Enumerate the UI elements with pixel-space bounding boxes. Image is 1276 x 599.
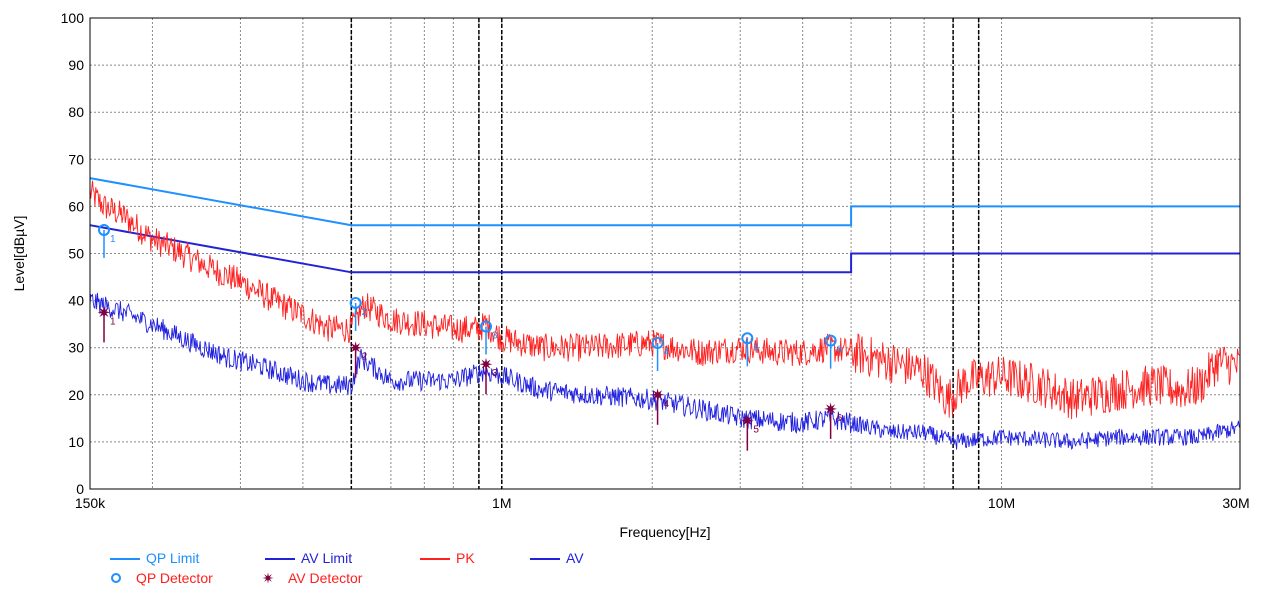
marker-label: 1 xyxy=(110,234,116,245)
legend-label: AV Limit xyxy=(301,550,352,566)
x-axis-title: Frequency[Hz] xyxy=(619,524,710,540)
qp-detector-marker xyxy=(824,334,837,347)
marker-label: 6 xyxy=(837,413,843,424)
legend-label: QP Limit xyxy=(146,550,200,566)
y-tick-label: 70 xyxy=(68,151,84,167)
y-tick-label: 50 xyxy=(68,246,84,262)
series-layer xyxy=(89,177,1241,450)
av-detector-marker xyxy=(651,388,665,402)
av-detector-marker xyxy=(479,357,493,371)
legend-label: PK xyxy=(456,550,475,566)
marker-label: 2 xyxy=(362,352,368,363)
y-tick-label: 30 xyxy=(68,340,84,356)
x-tick-label: 30M xyxy=(1222,495,1249,511)
y-tick-labels: 0 10 20 30 40 50 60 70 80 90 100 xyxy=(61,10,85,497)
markers-layer: 1 2 3 4 5 6 1 2 3 4 5 6 xyxy=(97,223,843,451)
qp-detector-marker xyxy=(651,336,664,349)
series-line-qp-limit xyxy=(89,177,1240,227)
legend: QP Limit AV Limit PK AV QP Detector AV Detect… xyxy=(110,550,584,586)
series-line-av-limit xyxy=(89,224,1240,274)
series-line-av xyxy=(89,292,1241,450)
y-tick-label: 0 xyxy=(76,481,84,497)
legend-label: AV xyxy=(566,550,584,566)
av-detector-marker xyxy=(824,402,838,416)
y-tick-label: 40 xyxy=(68,293,84,309)
marker-label: 4 xyxy=(664,399,670,410)
legend-swatch-qp-detector xyxy=(111,573,121,583)
legend-swatch-av-detector xyxy=(262,572,274,584)
y-tick-label: 80 xyxy=(68,104,84,120)
y-tick-label: 20 xyxy=(68,387,84,403)
x-tick-label: 1M xyxy=(492,495,511,511)
y-axis-title: Level[dBµV] xyxy=(11,216,27,292)
marker-label: 5 xyxy=(753,425,759,436)
marker-label: 1 xyxy=(110,316,116,327)
y-tick-label: 100 xyxy=(61,10,85,26)
marker-label: 6 xyxy=(837,345,843,356)
marker-label: 5 xyxy=(753,342,759,353)
av-detector-marker xyxy=(349,341,363,355)
y-tick-label: 10 xyxy=(68,434,84,450)
qp-detector-marker xyxy=(480,320,493,333)
x-tick-labels: 150k 1M 10M 30M xyxy=(75,495,1250,511)
y-tick-label: 90 xyxy=(68,57,84,73)
marker-label: 2 xyxy=(362,307,368,318)
qp-detector-marker xyxy=(741,332,754,345)
y-tick-label: 60 xyxy=(68,198,84,214)
marker-label: 4 xyxy=(664,347,670,358)
x-tick-label: 150k xyxy=(75,495,106,511)
legend-label: AV Detector xyxy=(288,570,363,586)
plot-frame xyxy=(89,17,1241,490)
series-line-pk xyxy=(89,180,1241,420)
legend-label: QP Detector xyxy=(136,570,213,586)
qp-detector-marker xyxy=(349,296,362,309)
marker-label: 3 xyxy=(492,331,498,342)
x-tick-label: 10M xyxy=(988,495,1015,511)
qp-detector-marker xyxy=(98,223,111,236)
marker-label: 3 xyxy=(492,368,498,379)
av-detector-marker xyxy=(740,414,754,428)
av-detector-marker xyxy=(97,305,111,319)
